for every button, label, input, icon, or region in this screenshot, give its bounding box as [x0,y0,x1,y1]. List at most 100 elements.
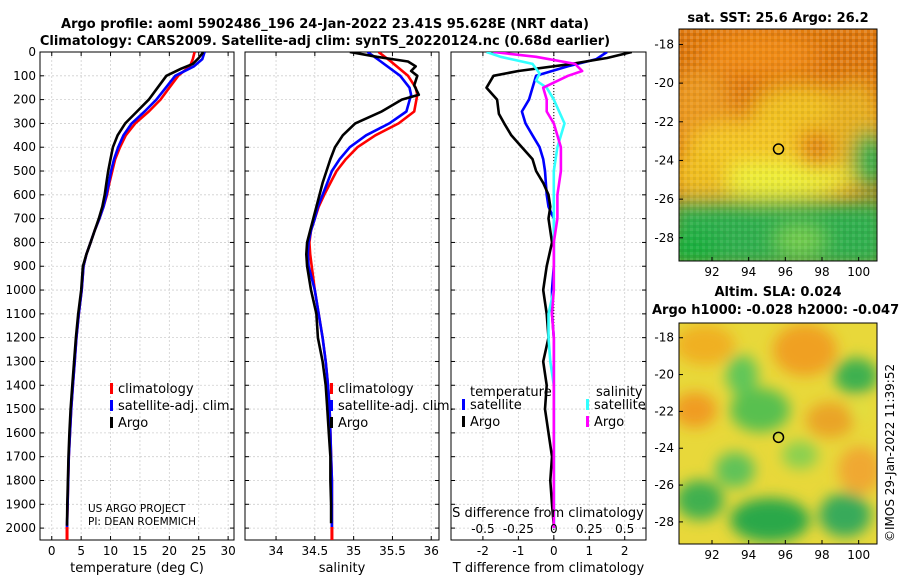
map-x-tick-label: 94 [741,548,756,562]
legend-swatch [330,400,333,411]
series-line-argo [65,52,205,526]
salinity-profile-panel: 34 34.5 35 35.5 36 salinity climatology satelli… [244,51,454,576]
legend-label: satellite-adj. clim. [118,399,234,414]
sla-map-title-line2: Argo h1000: -0.028 h2000: -0.047 [652,303,899,318]
salinity-axes-frame [244,51,440,541]
x-tick-label: 34 [268,544,283,558]
map-y-tick-label: -26 [654,192,674,206]
salinity-grid [245,51,439,540]
map-y-tick-label: -22 [654,115,674,129]
map-x-tick-label: 92 [704,265,719,279]
temperature-grid [40,51,234,540]
x-tick-label: 34.5 [301,544,328,558]
depth-tick-label: 1400 [5,378,36,392]
legend-header-temperature: temperature [470,385,552,400]
x-tick-label: 2 [621,544,629,558]
x-tick-label: 0 [48,544,56,558]
sla-map-panel: Altim. SLA: 0.024 Argo h1000: -0.028 h20… [652,285,899,562]
depth-tick-label: 100 [13,69,36,83]
legend-swatch [330,417,333,428]
argo-location-marker [772,143,785,155]
legend-swatch [110,417,113,428]
legend-header-salinity: salinity [596,385,643,400]
x-tick-label: 20 [162,544,177,558]
map-y-tick-label: -24 [654,153,674,167]
depth-tick-label: 1100 [5,307,36,321]
salinity-x-axis-label: salinity [319,561,366,576]
x-tick-label: 0 [550,544,558,558]
map-y-tick-label: -20 [654,76,674,90]
legend-swatch [110,400,113,411]
depth-tick-label: 1600 [5,426,36,440]
depth-tick-label: 300 [13,116,36,130]
x-tick-label: 25 [191,544,206,558]
project-line1: US ARGO PROJECT [88,503,186,515]
depth-tick-label: 2000 [5,521,36,535]
imos-credit: ©IMOS 29-Jan-2022 11:39:52 [883,364,897,542]
legend-swatch [462,399,465,410]
sst-map-panel: sat. SST: 25.6 Argo: 26.2 92 94 96 98 100 -18… [654,11,878,279]
legend-label: Argo [338,416,368,431]
map-x-tick-label: 98 [814,548,829,562]
s-tick-label: 0.5 [615,522,634,536]
map-y-tick-label: -22 [654,404,674,418]
x-tick-label: 30 [220,544,235,558]
x-tick-label: -2 [477,544,489,558]
depth-tick-label: 1800 [5,473,36,487]
legend-swatch [330,383,333,394]
bottom-clim-mark [65,527,69,540]
depth-tick-label: 900 [13,259,36,273]
depth-tick-label: 400 [13,140,36,154]
series-line-s-satellite [486,52,566,529]
legend-swatch [462,416,465,427]
x-tick-label: 10 [103,544,118,558]
map-y-tick-label: -18 [654,37,674,51]
depth-tick-label: 700 [13,212,36,226]
depth-tick-label: 1700 [5,450,36,464]
legend-swatch [110,383,113,394]
map-x-tick-label: 98 [814,265,829,279]
x-tick-label: 35.5 [379,544,406,558]
map-x-tick-label: 92 [704,548,719,562]
map-y-tick-label: -28 [654,231,674,245]
sst-map-title: sat. SST: 25.6 Argo: 26.2 [687,11,868,26]
depth-tick-label: 800 [13,235,36,249]
sla-heatmap [679,323,877,544]
difference-profile-panel: -2 -1 0 1 2 T difference from climatology temp… [450,51,647,576]
legend-label: Argo [118,416,148,431]
salinity-series [304,52,421,540]
s-tick-label: 0 [550,522,558,536]
figure-title-line1: Argo profile: aoml 5902486_196 24-Jan-20… [61,17,589,32]
series-line-s-argo [493,52,584,529]
sla-map-title-line1: Altim. SLA: 0.024 [715,285,842,300]
legend-label: climatology [118,382,194,397]
series-line-satellite-adj-clim- [306,52,413,529]
figure-title-line2: Climatology: CARS2009. Satellite-adj cli… [40,34,610,49]
difference-grid [451,51,646,540]
depth-tick-label: 600 [13,188,36,202]
x-tick-label: 35 [346,544,361,558]
map-x-tick-label: 100 [847,548,870,562]
x-tick-label: -1 [512,544,524,558]
project-line2: PI: DEAN ROEMMICH [88,516,196,528]
depth-tick-label: 500 [13,164,36,178]
temperature-axes-frame [39,51,235,541]
x-tick-label: 1 [585,544,593,558]
argo-location-marker [772,431,785,444]
map-x-tick-label: 100 [847,265,870,279]
depth-tick-label: 0 [28,45,36,59]
map-x-tick-label: 96 [778,265,793,279]
legend-label: satellite-adj. clim. [338,399,454,414]
map-y-tick-label: -18 [654,331,674,345]
map-y-tick-label: -28 [654,515,674,529]
difference-top-axis-label: S difference from climatology [452,506,644,521]
temperature-profile-panel: 0100200300400500600700800900100011001200… [5,45,235,576]
legend-label: climatology [338,382,414,397]
x-tick-label: 36 [424,544,439,558]
s-tick-label: -0.5 [471,522,494,536]
legend-swatch [586,399,589,410]
x-tick-label: 15 [132,544,147,558]
bottom-clim-mark [330,527,334,540]
legend-swatch [586,416,589,427]
series-line-climatology [308,52,419,540]
